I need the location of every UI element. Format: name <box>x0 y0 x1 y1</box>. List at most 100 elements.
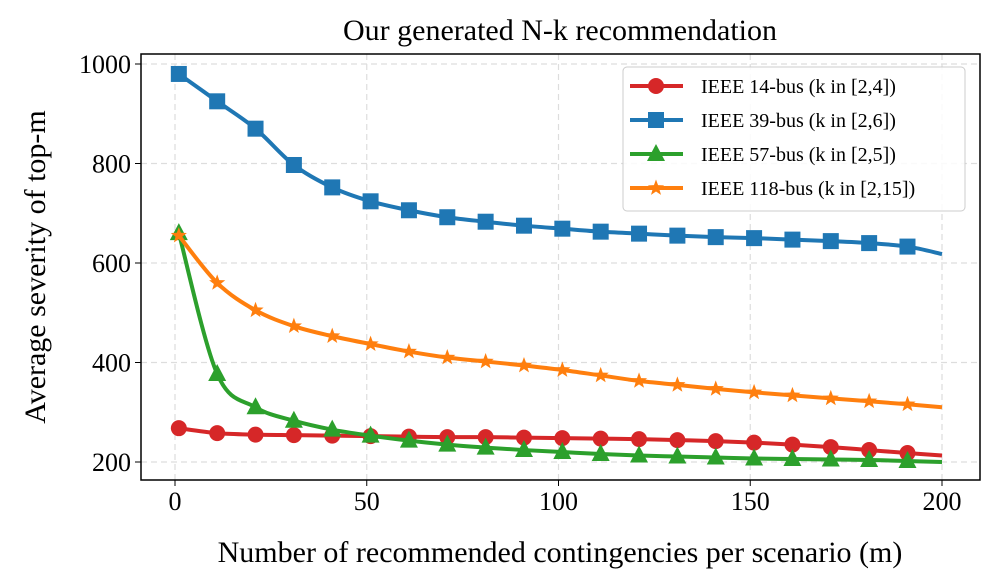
triangle-marker <box>399 430 418 448</box>
square-marker <box>707 229 724 246</box>
y-tick-label: 1000 <box>79 50 131 79</box>
square-marker <box>648 112 664 128</box>
square-marker <box>592 223 609 240</box>
star-marker <box>247 301 264 318</box>
triangle-marker <box>323 419 342 437</box>
square-marker <box>822 233 839 250</box>
circle-marker <box>784 436 801 453</box>
legend-item: IEEE 118-bus (k in [2,15]) <box>630 178 915 200</box>
circle-marker <box>746 434 763 451</box>
star-marker <box>170 227 187 243</box>
x-tick-label: 200 <box>923 487 962 516</box>
y-tick-label: 200 <box>92 448 131 477</box>
square-marker <box>746 230 763 247</box>
star-marker <box>209 274 226 290</box>
circle-marker <box>592 430 609 447</box>
circle-marker <box>285 427 302 444</box>
circle-marker <box>209 425 226 442</box>
circle-marker <box>631 431 648 448</box>
legend-label: IEEE 39-bus (k in [2,6]) <box>701 110 896 132</box>
circle-marker <box>554 430 571 447</box>
legend-label: IEEE 14-bus (k in [2,4]) <box>701 76 896 98</box>
x-axis-label: Number of recommended contingencies per … <box>218 536 903 569</box>
square-marker <box>170 65 187 82</box>
y-tick-label: 600 <box>92 249 131 278</box>
star-marker <box>630 372 648 388</box>
triangle-marker <box>860 450 879 468</box>
star-marker <box>400 343 418 359</box>
triangle-marker <box>476 437 495 455</box>
triangle-marker <box>246 397 265 415</box>
triangle-marker <box>438 434 457 452</box>
legend-item: IEEE 14-bus (k in [2,4]) <box>630 76 896 98</box>
triangle-marker <box>553 442 572 460</box>
triangle-marker <box>745 448 764 466</box>
circle-marker <box>648 78 664 94</box>
square-marker <box>669 227 686 244</box>
series-2 <box>170 65 943 256</box>
star-marker <box>822 389 839 406</box>
triangle-marker <box>361 425 380 443</box>
square-marker <box>324 179 341 196</box>
star-marker <box>784 386 801 403</box>
circle-marker <box>170 420 187 437</box>
y-axis-label: Average severity of top-m <box>19 110 52 424</box>
y-tick-label: 800 <box>92 150 131 179</box>
square-marker <box>515 217 532 234</box>
square-marker <box>784 231 801 248</box>
square-marker <box>554 220 571 237</box>
square-marker <box>362 193 379 210</box>
y-tick-label: 400 <box>92 349 131 378</box>
circle-marker <box>247 426 264 443</box>
star-marker <box>647 179 665 195</box>
circle-marker <box>669 432 686 449</box>
star-marker <box>669 376 686 392</box>
star-marker <box>554 361 571 377</box>
triangle-marker <box>706 447 725 465</box>
star-marker <box>707 380 724 396</box>
star-marker <box>285 317 302 334</box>
star-marker <box>515 356 533 373</box>
circle-marker <box>477 429 494 446</box>
square-marker <box>247 120 264 137</box>
triangle-marker <box>668 446 687 464</box>
triangle-marker <box>284 410 303 428</box>
star-marker <box>324 327 341 344</box>
square-marker <box>439 209 456 226</box>
triangle-marker <box>591 444 610 462</box>
star-marker <box>592 366 609 383</box>
star-marker <box>477 353 494 369</box>
legend-item: IEEE 57-bus (k in [2,5]) <box>630 144 896 166</box>
square-marker <box>209 93 226 110</box>
square-marker <box>477 213 494 230</box>
square-marker <box>899 238 916 255</box>
square-marker <box>400 202 417 219</box>
x-tick-label: 100 <box>539 487 578 516</box>
circle-marker <box>707 433 724 450</box>
triangle-marker <box>208 363 227 381</box>
series-4 <box>170 227 943 412</box>
star-marker <box>861 392 878 409</box>
chart-title: Our generated N-k recommendation <box>343 14 777 47</box>
circle-marker <box>822 439 839 456</box>
triangle-marker <box>783 449 802 467</box>
x-tick-label: 0 <box>169 487 182 516</box>
series-3 <box>169 223 943 469</box>
star-marker <box>439 349 456 365</box>
star-marker <box>746 383 763 400</box>
star-marker <box>362 335 379 351</box>
legend: IEEE 14-bus (k in [2,4]) IEEE 39-bus (k i… <box>622 66 966 212</box>
star-marker <box>899 395 916 412</box>
triangle-marker <box>898 451 917 469</box>
legend-box <box>622 66 966 212</box>
triangle-marker <box>630 445 649 463</box>
plot-frame <box>140 53 981 481</box>
triangle-marker <box>514 440 533 458</box>
square-marker <box>285 156 302 173</box>
circle-marker <box>515 429 532 446</box>
square-marker <box>631 225 648 242</box>
x-tick-label: 150 <box>731 487 770 516</box>
square-marker <box>861 235 878 252</box>
